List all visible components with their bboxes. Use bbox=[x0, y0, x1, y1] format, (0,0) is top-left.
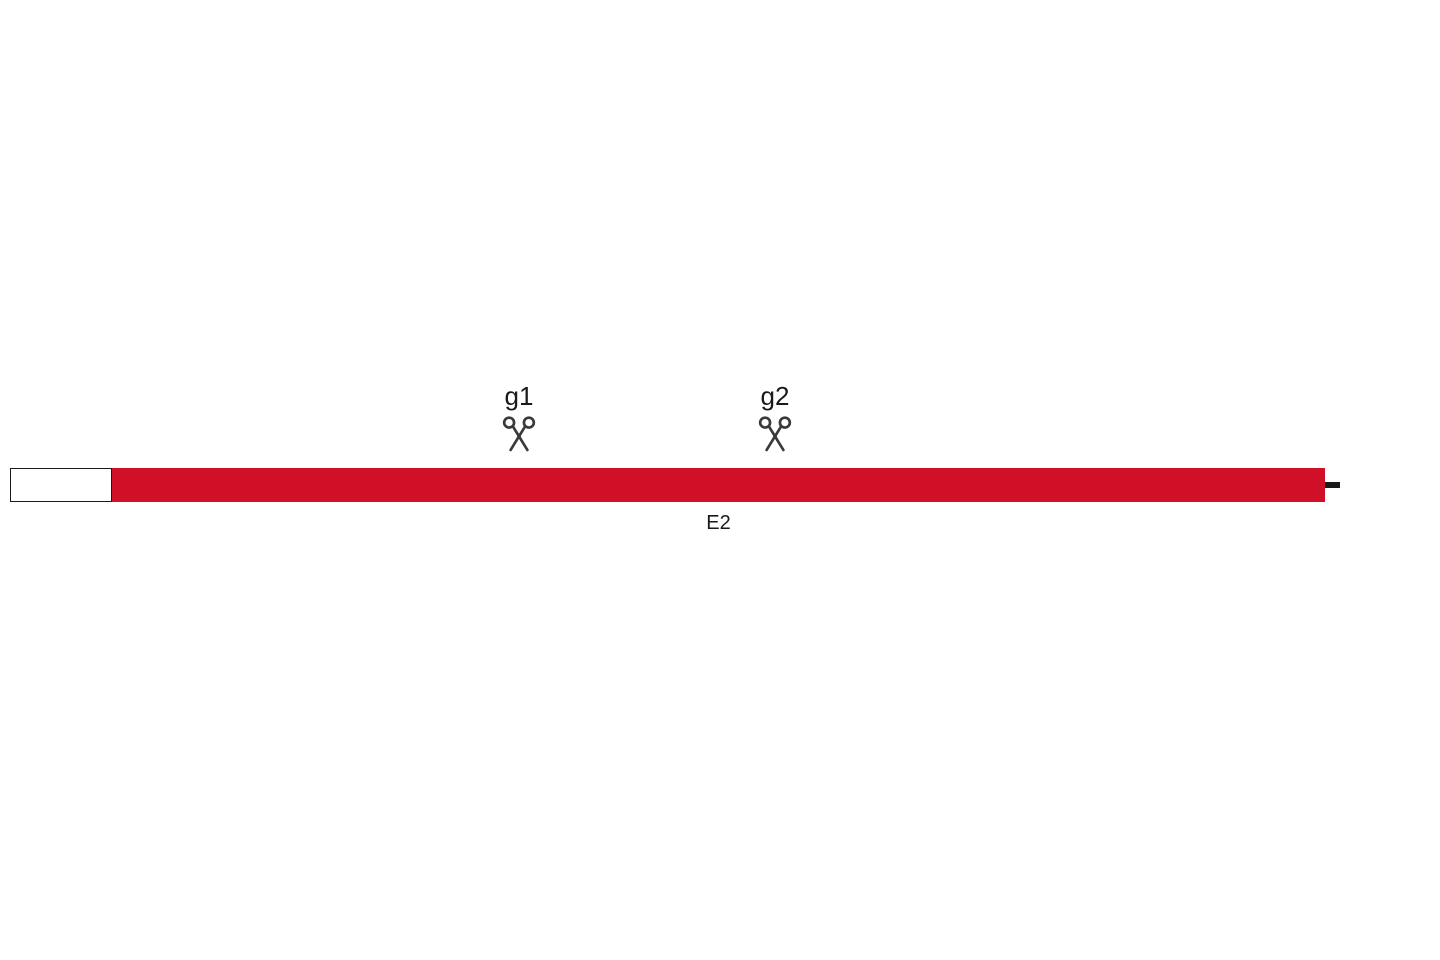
cut-label-g1: g1 bbox=[505, 381, 534, 412]
exon-box-e2 bbox=[112, 468, 1325, 502]
gene-track-line-right bbox=[1325, 482, 1340, 488]
utr-box bbox=[10, 468, 112, 502]
cut-label-g2: g2 bbox=[761, 381, 790, 412]
gene-diagram-canvas: E2 g1 g2 bbox=[0, 0, 1440, 960]
scissors-icon bbox=[756, 415, 794, 458]
exon-label-e2: E2 bbox=[706, 512, 730, 535]
scissors-icon bbox=[500, 415, 538, 458]
